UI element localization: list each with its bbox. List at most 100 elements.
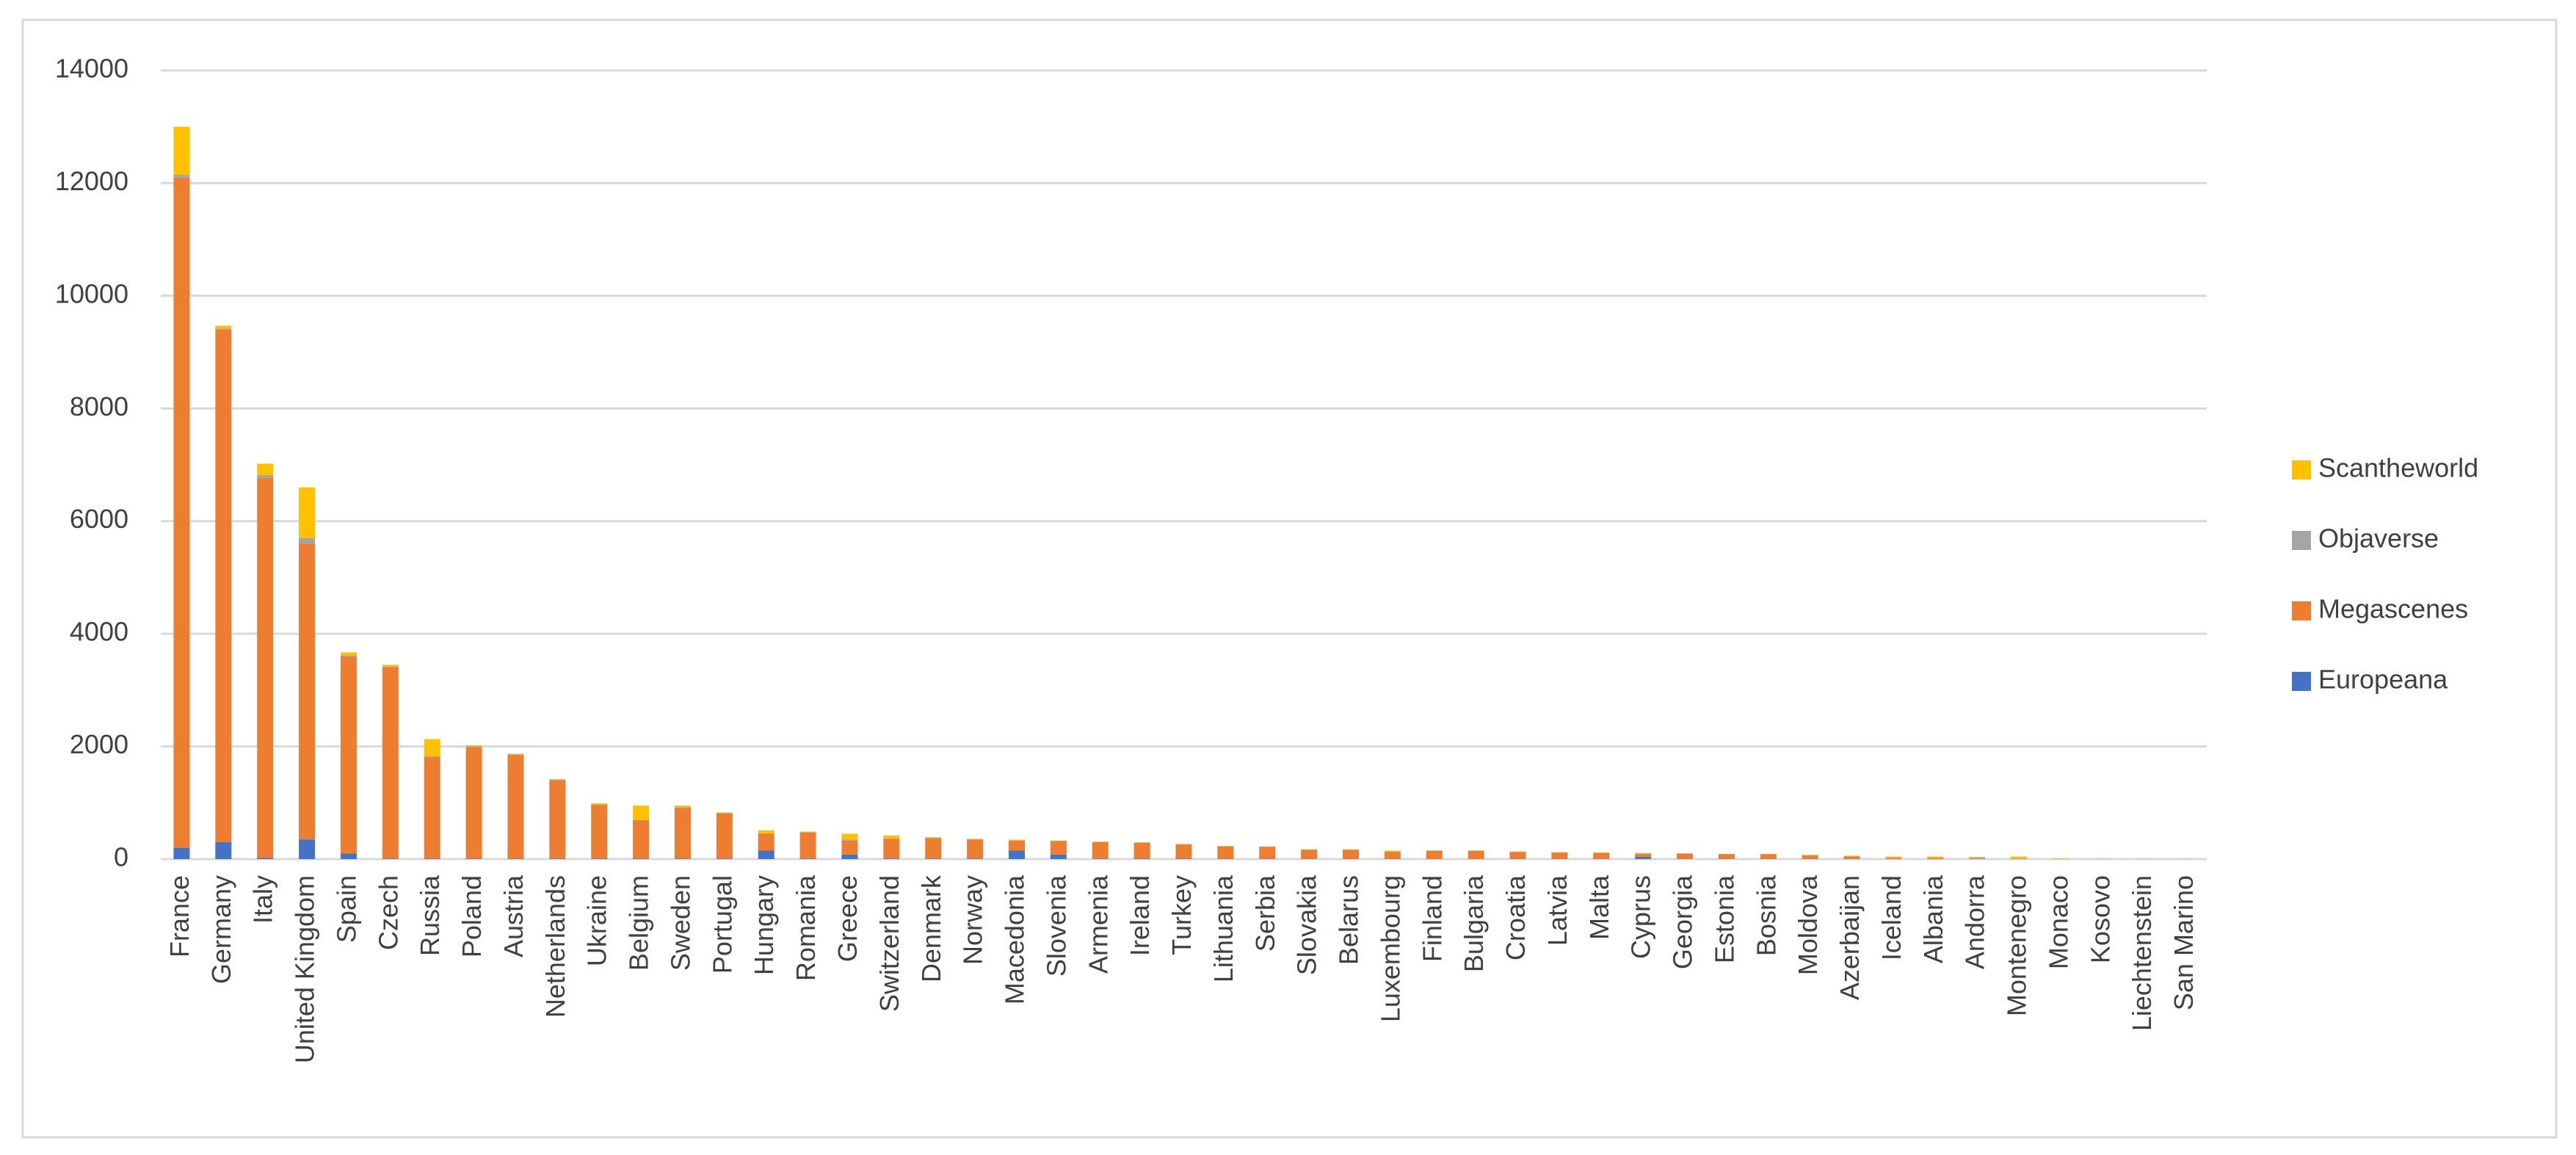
bar-segment (674, 807, 691, 808)
bar-segment (299, 537, 316, 544)
bar-segment (799, 832, 816, 859)
x-tick-label: Italy (248, 875, 278, 924)
x-tick-label: Turkey (1167, 875, 1197, 955)
bar-segment (215, 329, 232, 842)
bar-segment (340, 655, 357, 656)
x-tick-label: Estonia (1709, 875, 1739, 963)
bar-segment (1885, 858, 1902, 859)
bar-segment (799, 831, 816, 833)
x-tick-label: Monaco (2043, 875, 2073, 969)
bar-segment (507, 858, 524, 859)
bar-segment (424, 858, 440, 859)
bar-segment (633, 805, 650, 820)
y-tick-label: 12000 (55, 166, 128, 196)
x-tick-label: Bulgaria (1459, 875, 1489, 972)
bar-segment (1384, 852, 1401, 859)
bar-segment (257, 474, 274, 478)
bar-segment (257, 858, 274, 859)
bar-segment (799, 858, 816, 859)
bar-segment (925, 837, 942, 838)
bar-segment (1426, 850, 1443, 859)
bar-segment (382, 858, 399, 859)
bar-segment (1467, 850, 1484, 859)
bar-segment (758, 833, 774, 834)
chart-border (21, 18, 2558, 1139)
bar-segment (299, 839, 316, 859)
x-tick-label: Slovakia (1292, 875, 1322, 975)
bar-segment (340, 656, 357, 854)
bar-segment (1259, 847, 1276, 859)
bar-segment (925, 837, 942, 839)
legend-label: Europeana (2318, 665, 2448, 695)
bar-segment (257, 463, 274, 475)
x-tick-label: Andorra (1960, 875, 1990, 969)
bar-segment (674, 858, 691, 859)
bar-segment (507, 755, 524, 859)
bar-segment (1008, 839, 1025, 841)
x-tick-label: Iceland (1876, 875, 1906, 960)
bar-segment (215, 328, 232, 330)
bar-segment (1133, 858, 1150, 859)
y-tick-label: 8000 (70, 391, 128, 421)
x-tick-label: Kosovo (2085, 875, 2115, 963)
bar-segment (215, 325, 232, 329)
x-tick-label: Finland (1417, 875, 1447, 962)
legend-label: Megascenes (2318, 594, 2468, 624)
bar-segment (1969, 856, 1986, 858)
x-tick-label: Latvia (1542, 875, 1572, 946)
bar-segment (215, 841, 232, 859)
bar-segment (299, 543, 316, 840)
bar-segment (1635, 856, 1652, 859)
bar-segment (549, 779, 566, 781)
bar-segment (1008, 850, 1025, 859)
bar-segment (1927, 856, 1944, 858)
x-tick-label: United Kingdom (290, 875, 320, 1063)
bar-segment (633, 819, 650, 821)
bar-segment (1092, 841, 1109, 859)
x-tick-label: Romania (791, 875, 821, 981)
bar-segment (424, 756, 440, 758)
bar-segment (799, 832, 816, 833)
x-tick-label: Armenia (1083, 875, 1113, 974)
bar-segment (1384, 850, 1401, 852)
bar-segment (1843, 856, 1860, 859)
y-tick-label: 0 (114, 842, 128, 872)
bar-segment (1802, 855, 1818, 859)
bar-segment (967, 839, 984, 859)
bar-segment (1175, 844, 1192, 859)
bar-segment (1593, 852, 1610, 853)
bar-segment (1635, 854, 1652, 857)
legend-swatch (2292, 601, 2311, 620)
bar-segment (1050, 854, 1067, 859)
x-tick-label: Slovenia (1041, 875, 1071, 977)
bar-segment (173, 174, 190, 178)
x-tick-label: San Marino (2169, 875, 2199, 1010)
bar-segment (591, 858, 608, 859)
x-tick-label: Russia (415, 875, 445, 956)
bar-segment (633, 820, 650, 859)
bar-segment (507, 753, 524, 755)
legend-label: Scantheworld (2318, 453, 2478, 483)
x-tick-label: Luxembourg (1375, 875, 1405, 1022)
bar-segment (1843, 855, 1860, 857)
bar-segment (758, 833, 774, 851)
x-tick-label: Czech (373, 875, 403, 950)
bar-segment (841, 839, 858, 841)
x-tick-label: Liechtenstein (2127, 875, 2157, 1031)
x-tick-label: Belarus (1334, 875, 1364, 965)
bar-segment (1301, 850, 1318, 859)
bar-segment (716, 858, 733, 859)
x-tick-label: Denmark (916, 875, 946, 982)
bar-segment (841, 840, 858, 855)
bar-segment (1008, 840, 1025, 851)
bar-segment (1509, 852, 1526, 859)
x-tick-label: Norway (958, 875, 988, 965)
bar-segment (591, 805, 608, 859)
legend-swatch (2292, 460, 2311, 479)
bar-segment (257, 477, 274, 858)
x-tick-label: Lithuania (1208, 875, 1238, 982)
bar-segment (424, 757, 440, 859)
bar-segment (883, 835, 900, 839)
x-tick-label: Macedonia (1000, 875, 1030, 1004)
bar-segment (967, 858, 984, 859)
